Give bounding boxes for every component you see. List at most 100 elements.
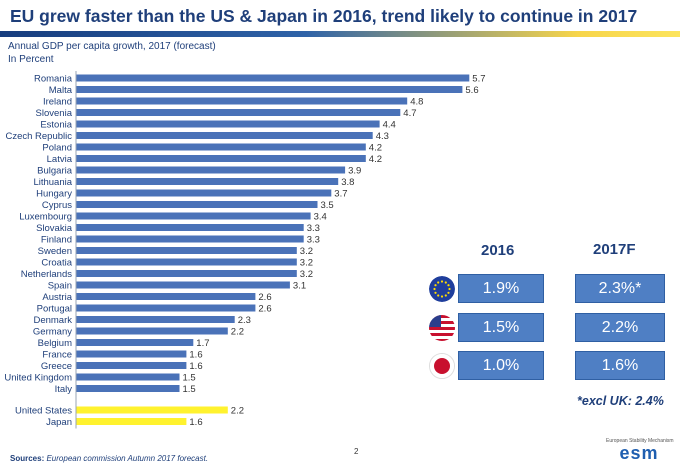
bar-bulgaria (76, 166, 346, 174)
us-2016-value: 1.5% (458, 313, 544, 342)
bar-italy (76, 385, 180, 392)
category-label-united-states: United States (15, 406, 72, 417)
japan-flag-icon (429, 353, 455, 379)
category-label-poland: Poland (42, 143, 72, 154)
value-label-croatia: 3.2 (300, 258, 313, 269)
japan-2016-value: 1.0% (458, 351, 544, 380)
category-label-slovakia: Slovakia (36, 223, 73, 234)
category-label-greece: Greece (41, 361, 72, 372)
category-label-latvia: Latvia (47, 154, 73, 165)
value-label-slovakia: 3.3 (307, 223, 320, 234)
value-label-poland: 4.2 (369, 143, 382, 154)
value-label-denmark: 2.3 (238, 315, 251, 326)
category-label-hungary: Hungary (36, 189, 72, 200)
bar-slovenia (76, 109, 401, 116)
bar-united-states (76, 406, 228, 414)
category-label-france: France (42, 350, 72, 361)
value-label-lithuania: 3.8 (341, 177, 354, 188)
bar-finland (76, 235, 304, 243)
bar-austria (76, 293, 256, 300)
bar-belgium (76, 339, 194, 346)
category-label-germany: Germany (33, 327, 72, 338)
value-label-sweden: 3.2 (300, 246, 313, 257)
value-label-japan: 1.6 (189, 417, 202, 428)
category-label-finland: Finland (41, 235, 72, 246)
value-label-cyprus: 3.5 (321, 200, 334, 211)
value-label-latvia: 4.2 (369, 154, 382, 165)
sources-label: Sources: (10, 454, 45, 463)
bar-malta (76, 86, 463, 93)
category-label-romania: Romania (34, 74, 73, 85)
value-label-austria: 2.6 (258, 292, 271, 303)
value-label-finland: 3.3 (307, 235, 320, 246)
bar-denmark (76, 316, 235, 323)
bar-cyprus (76, 201, 318, 208)
bar-romania (76, 74, 470, 82)
bar-croatia (76, 258, 297, 266)
bar-estonia (76, 120, 380, 128)
value-label-ireland: 4.8 (410, 97, 423, 108)
category-label-japan: Japan (46, 417, 72, 428)
category-label-sweden: Sweden (38, 246, 72, 257)
chart-subtitle: Annual GDP per capita growth, 2017 (fore… (8, 41, 216, 52)
page-number: 2 (354, 447, 359, 456)
category-label-malta: Malta (49, 85, 73, 96)
category-label-united-kingdom: United Kingdom (4, 373, 72, 384)
category-label-netherlands: Netherlands (21, 269, 72, 280)
value-label-spain: 3.1 (293, 281, 306, 292)
value-label-portugal: 2.6 (258, 304, 271, 315)
us-2017f-value: 2.2% (575, 313, 665, 342)
chart-unit-label: In Percent (8, 54, 54, 65)
category-label-lithuania: Lithuania (33, 177, 72, 188)
category-label-spain: Spain (48, 281, 72, 292)
bar-spain (76, 281, 290, 289)
bar-netherlands (76, 270, 297, 277)
bar-poland (76, 143, 366, 151)
eu-2016-value: 1.9% (458, 274, 544, 303)
value-label-malta: 5.6 (465, 85, 478, 96)
category-label-slovenia: Slovenia (36, 108, 73, 119)
category-label-austria: Austria (42, 292, 72, 303)
category-label-ireland: Ireland (43, 97, 72, 108)
category-label-belgium: Belgium (38, 338, 72, 349)
bar-luxembourg (76, 212, 311, 220)
category-label-croatia: Croatia (41, 258, 72, 269)
value-label-germany: 2.2 (231, 327, 244, 338)
value-label-united-states: 2.2 (231, 406, 244, 417)
value-label-estonia: 4.4 (383, 120, 396, 131)
logo-caption: European Stability Mechanism (606, 438, 674, 444)
bar-hungary (76, 189, 332, 197)
eu-flag-icon (429, 276, 455, 302)
value-label-bulgaria: 3.9 (348, 166, 361, 177)
sources-text: European commission Autumn 2017 forecast… (46, 454, 209, 463)
bar-japan (76, 418, 187, 425)
bar-ireland (76, 97, 408, 105)
bar-czech-republic (76, 132, 373, 139)
category-label-italy: Italy (55, 384, 73, 395)
value-label-france: 1.6 (189, 350, 202, 361)
value-label-netherlands: 3.2 (300, 269, 313, 280)
us-flag-icon (429, 315, 455, 341)
esm-logo: European Stability Mechanism esm (606, 438, 674, 463)
bar-latvia (76, 155, 366, 162)
value-label-czech-republic: 4.3 (376, 131, 389, 142)
value-label-luxembourg: 3.4 (314, 212, 327, 223)
bar-france (76, 350, 187, 358)
category-label-czech-republic: Czech Republic (5, 131, 72, 142)
value-label-united-kingdom: 1.5 (183, 373, 196, 384)
japan-2017f-value: 1.6% (575, 351, 665, 380)
bar-portugal (76, 304, 256, 312)
bar-greece (76, 362, 187, 369)
column-header-2016: 2016 (481, 242, 515, 259)
bar-slovakia (76, 224, 304, 231)
bar-lithuania (76, 178, 339, 185)
category-label-denmark: Denmark (33, 315, 72, 326)
logo-wordmark: esm (619, 443, 659, 463)
value-label-slovenia: 4.7 (403, 108, 416, 119)
value-label-belgium: 1.7 (196, 338, 209, 349)
value-label-italy: 1.5 (183, 384, 196, 395)
category-label-portugal: Portugal (37, 304, 72, 315)
category-label-luxembourg: Luxembourg (19, 212, 72, 223)
category-label-cyprus: Cyprus (42, 200, 72, 211)
